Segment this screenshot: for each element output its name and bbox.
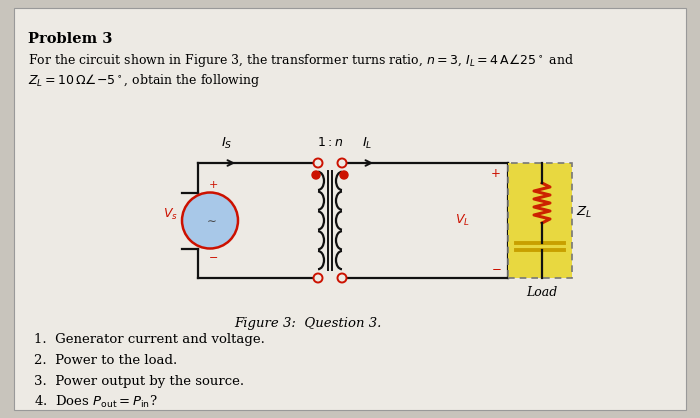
Text: 3.  Power output by the source.: 3. Power output by the source. [34, 375, 244, 387]
Text: 4.  Does $P_{\mathrm{out}} = P_{\mathrm{in}}$?: 4. Does $P_{\mathrm{out}} = P_{\mathrm{i… [34, 394, 158, 410]
Text: $Z_L$: $Z_L$ [576, 205, 592, 220]
Text: Figure 3:  Question 3.: Figure 3: Question 3. [234, 316, 382, 329]
Text: $-$: $-$ [491, 261, 501, 274]
Circle shape [314, 273, 323, 283]
Circle shape [312, 171, 320, 179]
Text: 1.  Generator current and voltage.: 1. Generator current and voltage. [34, 334, 265, 347]
Circle shape [314, 158, 323, 168]
Text: $1 : n$: $1 : n$ [317, 136, 343, 149]
Text: $I_S$: $I_S$ [221, 136, 232, 151]
Circle shape [340, 171, 348, 179]
Text: Load: Load [526, 286, 558, 299]
Text: $V_L$: $V_L$ [455, 213, 470, 228]
Text: $\sim$: $\sim$ [204, 214, 216, 227]
Text: For the circuit shown in Figure 3, the transformer turns ratio, $n = 3$, $I_L = : For the circuit shown in Figure 3, the t… [28, 52, 574, 69]
Circle shape [337, 158, 346, 168]
Text: $I_L$: $I_L$ [362, 136, 372, 151]
Text: 2.  Power to the load.: 2. Power to the load. [34, 354, 177, 367]
Text: $V_s$: $V_s$ [163, 207, 178, 222]
Text: +: + [209, 181, 218, 191]
Text: $-$: $-$ [208, 250, 218, 260]
Bar [508, 163, 572, 278]
Circle shape [182, 193, 238, 248]
Circle shape [337, 273, 346, 283]
Text: +: + [491, 167, 501, 180]
Text: $Z_L = 10\,\Omega\angle{-5^\circ}$, obtain the following: $Z_L = 10\,\Omega\angle{-5^\circ}$, obta… [28, 72, 260, 89]
Text: Problem 3: Problem 3 [28, 32, 113, 46]
